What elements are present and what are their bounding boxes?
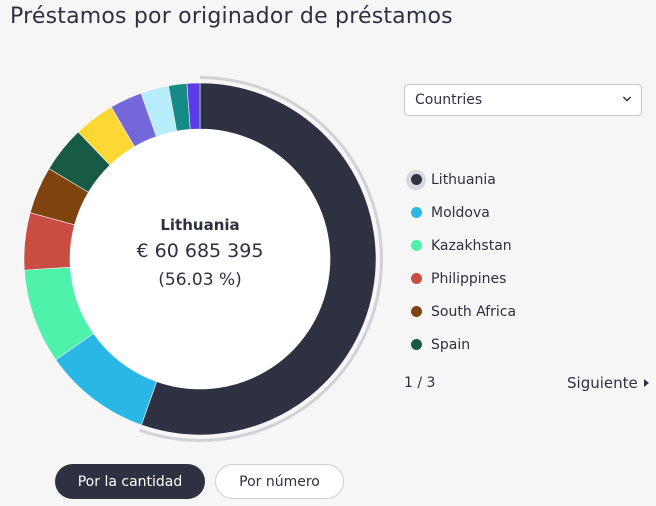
center-amount: € 60 685 395 <box>136 240 264 262</box>
center-country-name: Lithuania <box>160 216 240 234</box>
chart-legend: Lithuania Moldova Kazakhstan Philippines… <box>406 163 646 361</box>
legend-swatch-icon <box>410 174 422 185</box>
legend-swatch-icon <box>410 306 422 317</box>
legend-next-page-button[interactable]: Siguiente <box>567 374 649 392</box>
by-amount-button[interactable]: Por la cantidad <box>55 464 205 499</box>
legend-item-philippines[interactable]: Philippines <box>406 262 646 295</box>
legend-swatch-icon <box>410 207 422 218</box>
legend-swatch-wrap <box>406 302 426 322</box>
legend-label: Philippines <box>431 270 507 287</box>
legend-item-south-africa[interactable]: South Africa <box>406 295 646 328</box>
legend-swatch-wrap <box>406 203 426 223</box>
legend-label: Spain <box>431 336 471 353</box>
legend-item-kazakhstan[interactable]: Kazakhstan <box>406 229 646 262</box>
caret-right-icon <box>643 379 649 387</box>
legend-swatch-wrap <box>406 335 426 355</box>
legend-label: Lithuania <box>431 171 496 188</box>
legend-item-lithuania[interactable]: Lithuania <box>406 163 646 196</box>
page-title: Préstamos por originador de préstamos <box>10 4 453 29</box>
legend-swatch-icon <box>410 273 422 284</box>
donut-hole <box>70 129 330 389</box>
legend-label: Kazakhstan <box>431 237 512 254</box>
group-by-select-value: Countries <box>415 92 483 108</box>
legend-label: South Africa <box>431 303 517 320</box>
chevron-down-icon <box>623 96 631 102</box>
center-percentage: (56.03 %) <box>158 270 242 290</box>
donut-center-label: Lithuania € 60 685 395 (56.03 %) <box>100 216 300 290</box>
legend-item-moldova[interactable]: Moldova <box>406 196 646 229</box>
by-number-button[interactable]: Por número <box>215 464 344 499</box>
legend-label: Moldova <box>431 204 490 221</box>
legend-item-spain[interactable]: Spain <box>406 328 646 361</box>
group-by-select[interactable]: Countries <box>404 84 642 116</box>
donut-chart[interactable] <box>0 0 400 460</box>
donut-chart-container: Lithuania € 60 685 395 (56.03 %) <box>0 0 400 460</box>
legend-swatch-icon <box>410 339 422 350</box>
next-page-label: Siguiente <box>567 374 638 392</box>
legend-swatch-icon <box>410 240 422 251</box>
legend-swatch-highlight <box>406 169 426 190</box>
legend-swatch-wrap <box>406 236 426 256</box>
legend-page-indicator: 1 / 3 <box>404 375 436 391</box>
legend-swatch-wrap <box>406 269 426 289</box>
